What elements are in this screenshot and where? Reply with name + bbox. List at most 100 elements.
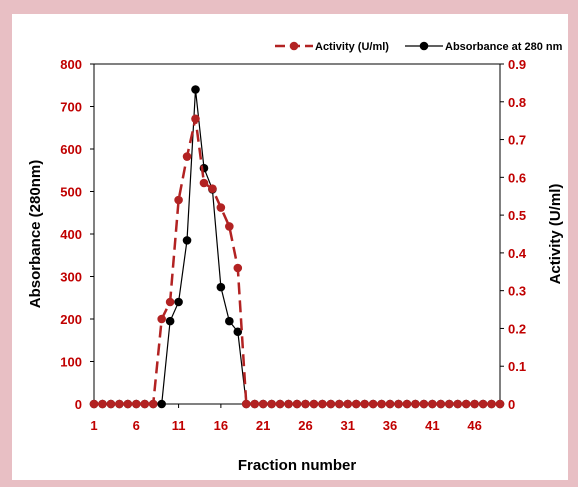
x-axis-ticks: 1 6 11 16 21 26 31 36 41 46	[90, 404, 481, 433]
data-point	[284, 400, 293, 409]
data-point	[191, 85, 200, 94]
data-point	[487, 400, 496, 409]
data-point	[420, 400, 429, 409]
chart-frame: 1 6 11 16 21 26 31 36 41 46 0 100 200 300 400 500 600 70…	[12, 14, 568, 480]
data-point	[436, 400, 445, 409]
data-point	[428, 400, 437, 409]
left-tick-label: 500	[60, 185, 82, 200]
x-tick-label: 41	[425, 418, 439, 433]
right-tick-label: 0.2	[508, 321, 526, 336]
legend-absorbance-label: Absorbance at 280 nm	[445, 41, 563, 53]
data-point	[225, 317, 234, 326]
data-point	[157, 315, 166, 324]
right-tick-label: 0.1	[508, 359, 526, 374]
data-point	[174, 298, 183, 307]
data-point	[411, 400, 420, 409]
right-axis-ticks: 0 0.1 0.2 0.3 0.4 0.5 0.6 0.7 0.8 0.9	[500, 57, 527, 412]
data-point	[242, 400, 251, 409]
data-point	[462, 400, 471, 409]
data-point	[394, 400, 403, 409]
data-point	[250, 400, 259, 409]
data-point	[98, 400, 107, 409]
legend-absorbance-swatch-marker	[420, 42, 429, 51]
data-point	[360, 400, 369, 409]
legend-activity-label: Activity (U/ml)	[315, 41, 389, 53]
data-point	[276, 400, 285, 409]
left-axis-title: Absorbance (280nm)	[27, 160, 44, 308]
data-point	[335, 400, 344, 409]
left-axis-ticks: 0 100 200 300 400 500 600 700 800	[60, 57, 94, 412]
x-tick-label: 26	[298, 418, 312, 433]
data-point	[174, 196, 183, 205]
right-tick-label: 0.6	[508, 170, 526, 185]
data-point	[293, 400, 302, 409]
legend-item-absorbance: Absorbance at 280 nm	[405, 41, 563, 53]
data-point	[310, 400, 319, 409]
x-tick-label: 46	[467, 418, 481, 433]
data-point	[132, 400, 141, 409]
left-tick-label: 800	[60, 57, 82, 72]
data-point	[267, 400, 276, 409]
right-tick-label: 0.9	[508, 57, 526, 72]
data-point	[107, 400, 116, 409]
x-tick-label: 16	[214, 418, 228, 433]
data-point	[115, 400, 124, 409]
data-point	[200, 179, 209, 188]
data-point	[166, 317, 175, 326]
data-point	[327, 400, 336, 409]
legend-activity-swatch-marker	[290, 42, 299, 51]
x-tick-label: 1	[90, 418, 97, 433]
data-point	[157, 400, 166, 409]
plot-area	[94, 64, 500, 404]
left-tick-label: 300	[60, 270, 82, 285]
data-point	[217, 283, 226, 292]
data-point	[352, 400, 361, 409]
legend: Activity (U/ml) Absorbance at 280 nm	[275, 41, 563, 53]
left-tick-label: 600	[60, 142, 82, 157]
data-point	[183, 236, 192, 245]
data-point	[301, 400, 310, 409]
data-point	[496, 400, 505, 409]
data-point	[217, 203, 226, 212]
data-point	[445, 400, 454, 409]
x-tick-label: 21	[256, 418, 270, 433]
right-tick-label: 0.4	[508, 246, 527, 261]
right-tick-label: 0	[508, 397, 515, 412]
data-point	[369, 400, 378, 409]
data-point	[225, 222, 234, 231]
chart: 1 6 11 16 21 26 31 36 41 46 010020030040050060070…	[12, 14, 568, 480]
data-point	[343, 400, 352, 409]
data-point	[124, 400, 133, 409]
right-tick-label: 0.8	[508, 95, 526, 110]
left-tick-label: 200	[60, 312, 82, 327]
data-point	[183, 152, 192, 161]
left-tick-label: 100	[60, 355, 82, 370]
data-point	[166, 298, 175, 307]
x-tick-label: 31	[341, 418, 355, 433]
data-point	[386, 400, 395, 409]
data-point	[259, 400, 268, 409]
data-point	[403, 400, 412, 409]
left-tick-label: 0	[75, 397, 82, 412]
data-point	[453, 400, 462, 409]
right-tick-label: 0.7	[508, 133, 526, 148]
data-point	[377, 400, 386, 409]
right-axis-title: Activity (U/ml)	[547, 184, 564, 285]
x-tick-label: 6	[133, 418, 140, 433]
right-tick-label: 0.5	[508, 208, 526, 223]
data-point	[470, 400, 479, 409]
data-point	[208, 184, 217, 193]
data-point	[479, 400, 488, 409]
data-point	[191, 114, 200, 123]
data-point	[140, 400, 149, 409]
legend-item-activity: Activity (U/ml)	[275, 41, 389, 53]
data-point	[90, 400, 99, 409]
x-axis-title: Fraction number	[238, 457, 357, 474]
left-tick-label: 700	[60, 100, 82, 115]
x-tick-label: 36	[383, 418, 397, 433]
data-point	[318, 400, 327, 409]
right-tick-label: 0.3	[508, 284, 526, 299]
left-tick-label: 400	[60, 227, 82, 242]
x-tick-label: 11	[172, 418, 186, 433]
plot-border	[94, 64, 500, 404]
